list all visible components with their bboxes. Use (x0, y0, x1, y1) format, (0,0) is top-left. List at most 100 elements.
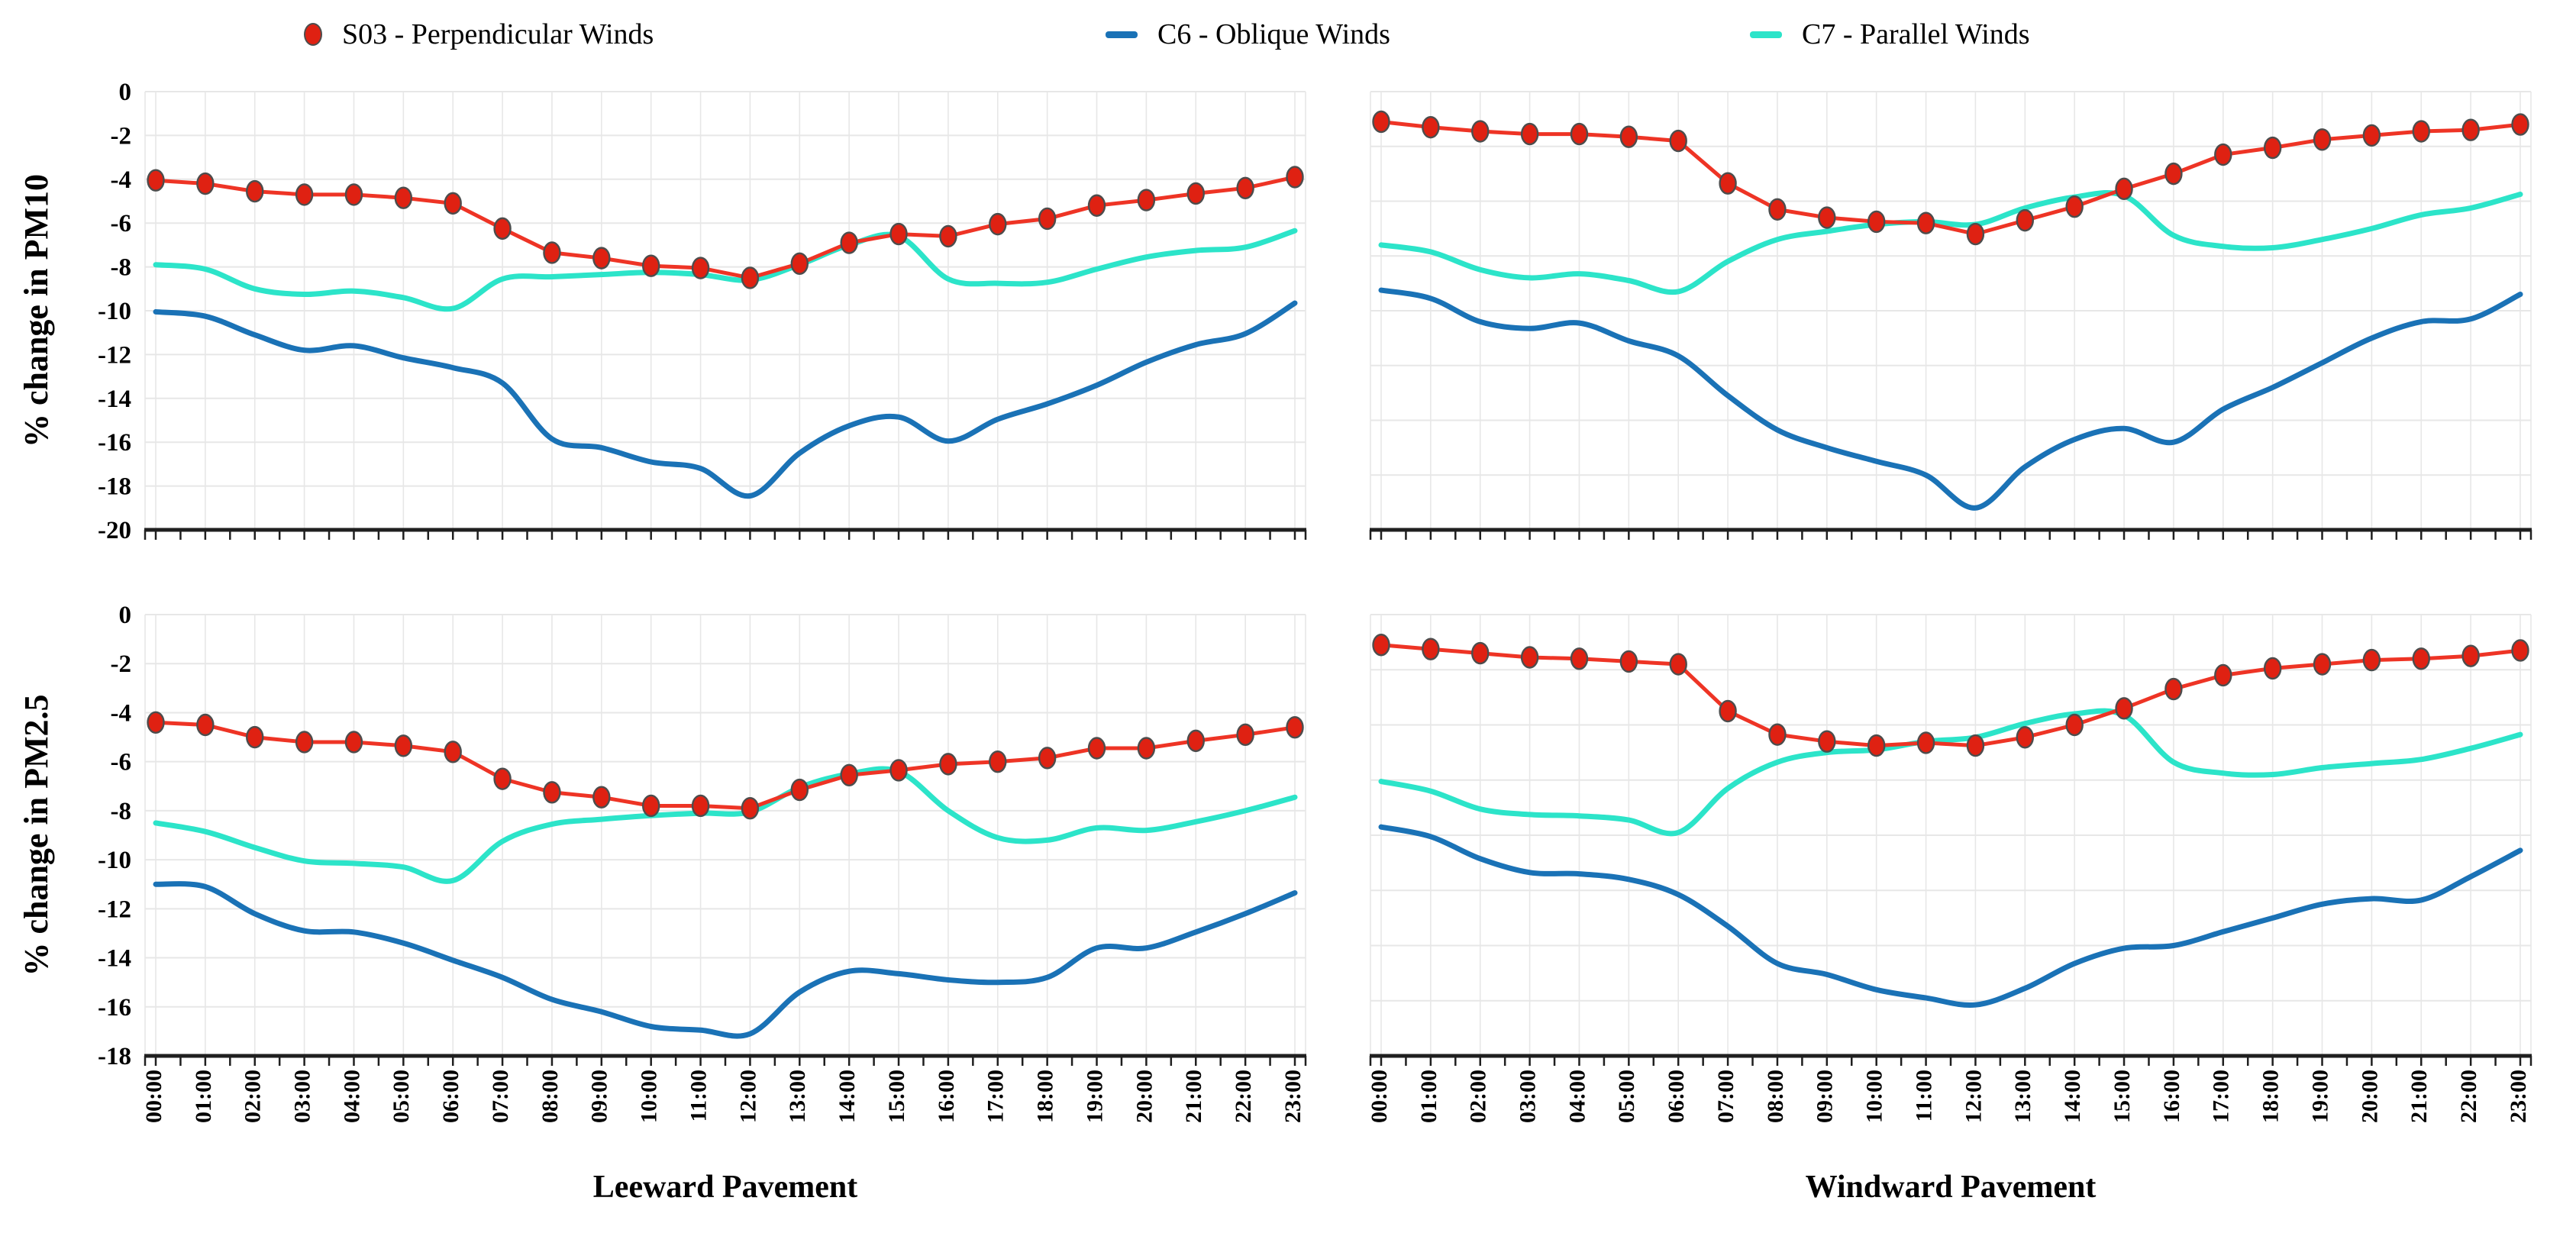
pm10-leeward-s03-data-point (147, 169, 165, 192)
pm10-windward-s03-data-point (1916, 211, 1935, 234)
pm25-leeward-s03-data-point (989, 750, 1007, 773)
pm25-leeward-s03-data-point (1087, 737, 1106, 760)
pm10-leeward-s03-data-point (989, 212, 1007, 236)
pm25-leeward-s03-data-point (592, 786, 611, 809)
pm25-windward-x-tick-label: 04:00 (1564, 1070, 1590, 1123)
pm10-windward-s03-data-point (2263, 136, 2282, 160)
pm25-leeward-s03-data-point (1137, 737, 1156, 760)
pm25-windward-s03-data-point (1619, 650, 1638, 673)
pm25-leeward-s03-data-point (444, 741, 462, 763)
pm25-leeward-x-tick-label: 01:00 (191, 1070, 216, 1123)
pm25-windward-x-tick-label: 16:00 (2159, 1070, 2184, 1123)
pm25-windward-x-tick-label: 07:00 (1713, 1070, 1738, 1123)
pm25-leeward-x-tick-label: 13:00 (785, 1070, 810, 1123)
cyan-dash-marker-icon (1750, 31, 1782, 38)
pm25-windward-series-c7-parallel-winds (1378, 708, 2523, 837)
pm10-leeward-s03-data-point (939, 224, 957, 248)
pm25-windward-x-tick-label: 09:00 (1813, 1070, 1838, 1123)
pm10-leeward-series-c7-parallel-winds (153, 228, 1298, 312)
pm10-leeward-s03-data-point (889, 222, 908, 246)
pm25-leeward-s03-data-point (691, 794, 710, 818)
pm25-leeward-s03-data-point (295, 731, 314, 754)
pm25-leeward-y-tick-label: -16 (98, 994, 131, 1022)
pm25-windward-s03-data-point (2214, 663, 2232, 687)
pm25-windward-x-tick-label: 21:00 (2407, 1070, 2432, 1123)
pm25-leeward-s03-data-point (741, 796, 760, 820)
pm10-windward-s03-data-point (1372, 110, 1390, 134)
pm25-windward-x-tick-label: 19:00 (2307, 1070, 2332, 1123)
pm25-windward-s03-data-point (1916, 731, 1935, 754)
pm10-leeward-s03-data-point (394, 186, 413, 209)
pm25-windward-s03-data-point (2362, 648, 2381, 672)
pm25-leeward-x-tick-label: 09:00 (587, 1070, 612, 1123)
pm10-windward-s03-data-point (1867, 210, 1886, 234)
pm25-leeward-x-tick-label: 19:00 (1082, 1070, 1107, 1123)
pm25-leeward-x-tick-label: 06:00 (438, 1070, 463, 1123)
legend-label-s03: S03 - Perpendicular Winds (342, 18, 654, 50)
pm25-leeward-s03-data-point (147, 711, 165, 734)
pm10-windward-s03-data-point (1570, 122, 1589, 146)
pm25-windward-s03-data-point (2065, 713, 2084, 737)
pm10-windward-series-c7-parallel-winds (1378, 189, 2523, 295)
pm25-leeward-x-tick-label: 15:00 (884, 1070, 909, 1123)
pm10-windward-s03-data-point (1471, 120, 1490, 143)
pm25-leeward-series-s03-perpendicular-winds (155, 720, 1296, 811)
pm25-leeward-s03-data-point (246, 725, 264, 749)
pm25-leeward-x-tick-label: 18:00 (1033, 1070, 1058, 1123)
pm10-windward-s03-data-point (1520, 122, 1539, 146)
pm10-windward-s03-data-point (2065, 195, 2084, 218)
pm10-leeward-s03-data-point (790, 252, 809, 275)
pm10-windward-s03-data-point (2214, 143, 2232, 166)
pm10-leeward-y-tick-label: -2 (111, 122, 132, 150)
pm10-leeward-s03-data-point (493, 217, 512, 240)
pm25-windward-x-tick-label: 06:00 (1664, 1070, 1689, 1123)
pm10-leeward-y-tick-label: 0 (119, 79, 132, 106)
pm25-leeward-x-tick-label: 20:00 (1131, 1070, 1157, 1123)
pm10-leeward-y-tick-label: -12 (98, 341, 131, 369)
pm25-leeward-y-tick-label: 0 (119, 602, 132, 629)
pm25-leeward-s03-data-point (889, 759, 908, 782)
pm25-windward-s03-data-point (1867, 734, 1886, 757)
pm10-windward-series-s03-perpendicular-winds (1380, 120, 2521, 237)
pm25-leeward-x-tick-label: 05:00 (389, 1070, 414, 1123)
pm25-leeward-x-tick-label: 14:00 (834, 1070, 860, 1123)
pm25-windward-s03-data-point (1669, 653, 1687, 676)
pm25-windward-x-tick-label: 20:00 (2357, 1070, 2382, 1123)
pm25-leeward-s03-data-point (543, 781, 561, 804)
pm25-windward-x-tick-label: 02:00 (1466, 1070, 1491, 1123)
pm25-leeward-s03-data-point (344, 731, 363, 754)
pm25-windward-x-tick-label: 11:00 (1911, 1070, 1936, 1122)
pm10-leeward-y-tick-label: -10 (98, 298, 131, 325)
pm25-leeward-x-tick-label: 11:00 (686, 1070, 711, 1122)
pm25-leeward-x-tick-label: 16:00 (934, 1070, 959, 1123)
pm25-windward-s03-data-point (2016, 726, 2035, 749)
pm25-leeward-y-axis-title: % change in PM2.5 (18, 694, 55, 976)
pm25-windward-x-tick-label: 08:00 (1763, 1070, 1788, 1123)
pm25-windward-s03-data-point (2461, 644, 2480, 667)
pm10-windward-s03-data-point (1619, 125, 1638, 148)
pm10-windward-s03-data-point (1768, 198, 1787, 221)
pm25-leeward-y-tick-label: -4 (111, 699, 132, 727)
pm10-windward-s03-data-point (2313, 128, 2332, 151)
pm25-leeward-s03-data-point (394, 734, 413, 757)
pm25-windward-x-tick-label: 22:00 (2456, 1070, 2481, 1123)
pm25-leeward-s03-data-point (1286, 716, 1304, 739)
pm25-leeward-s03-data-point (939, 753, 957, 776)
pm25-leeward-y-tick-label: -18 (98, 1043, 131, 1070)
pm25-leeward-x-tick-label: 08:00 (537, 1070, 563, 1123)
pm25-leeward-y-tick-label: -6 (111, 749, 132, 776)
pm25-windward-x-tick-label: 05:00 (1614, 1070, 1639, 1123)
pm10-windward-s03-data-point (1719, 172, 1737, 195)
pm25-leeward-s03-data-point (641, 794, 660, 818)
pm10-leeward-s03-data-point (246, 179, 264, 203)
pm25-leeward-s03-data-point (840, 763, 858, 787)
pm25-windward-x-tick-label: 23:00 (2506, 1070, 2531, 1123)
pm10-leeward-y-tick-label: -18 (98, 473, 131, 501)
legend-label-c7: C7 - Parallel Winds (1802, 18, 2030, 50)
pm25-windward-x-tick-label: 10:00 (1862, 1070, 1887, 1123)
pm25-windward-s03-data-point (2511, 639, 2529, 662)
pm25-windward-s03-data-point (1719, 699, 1737, 723)
pm25-windward-s03-data-point (1570, 647, 1589, 670)
pm25-leeward-s03-data-point (1038, 747, 1057, 770)
pm10-leeward-y-axis-title: % change in PM10 (18, 174, 55, 447)
